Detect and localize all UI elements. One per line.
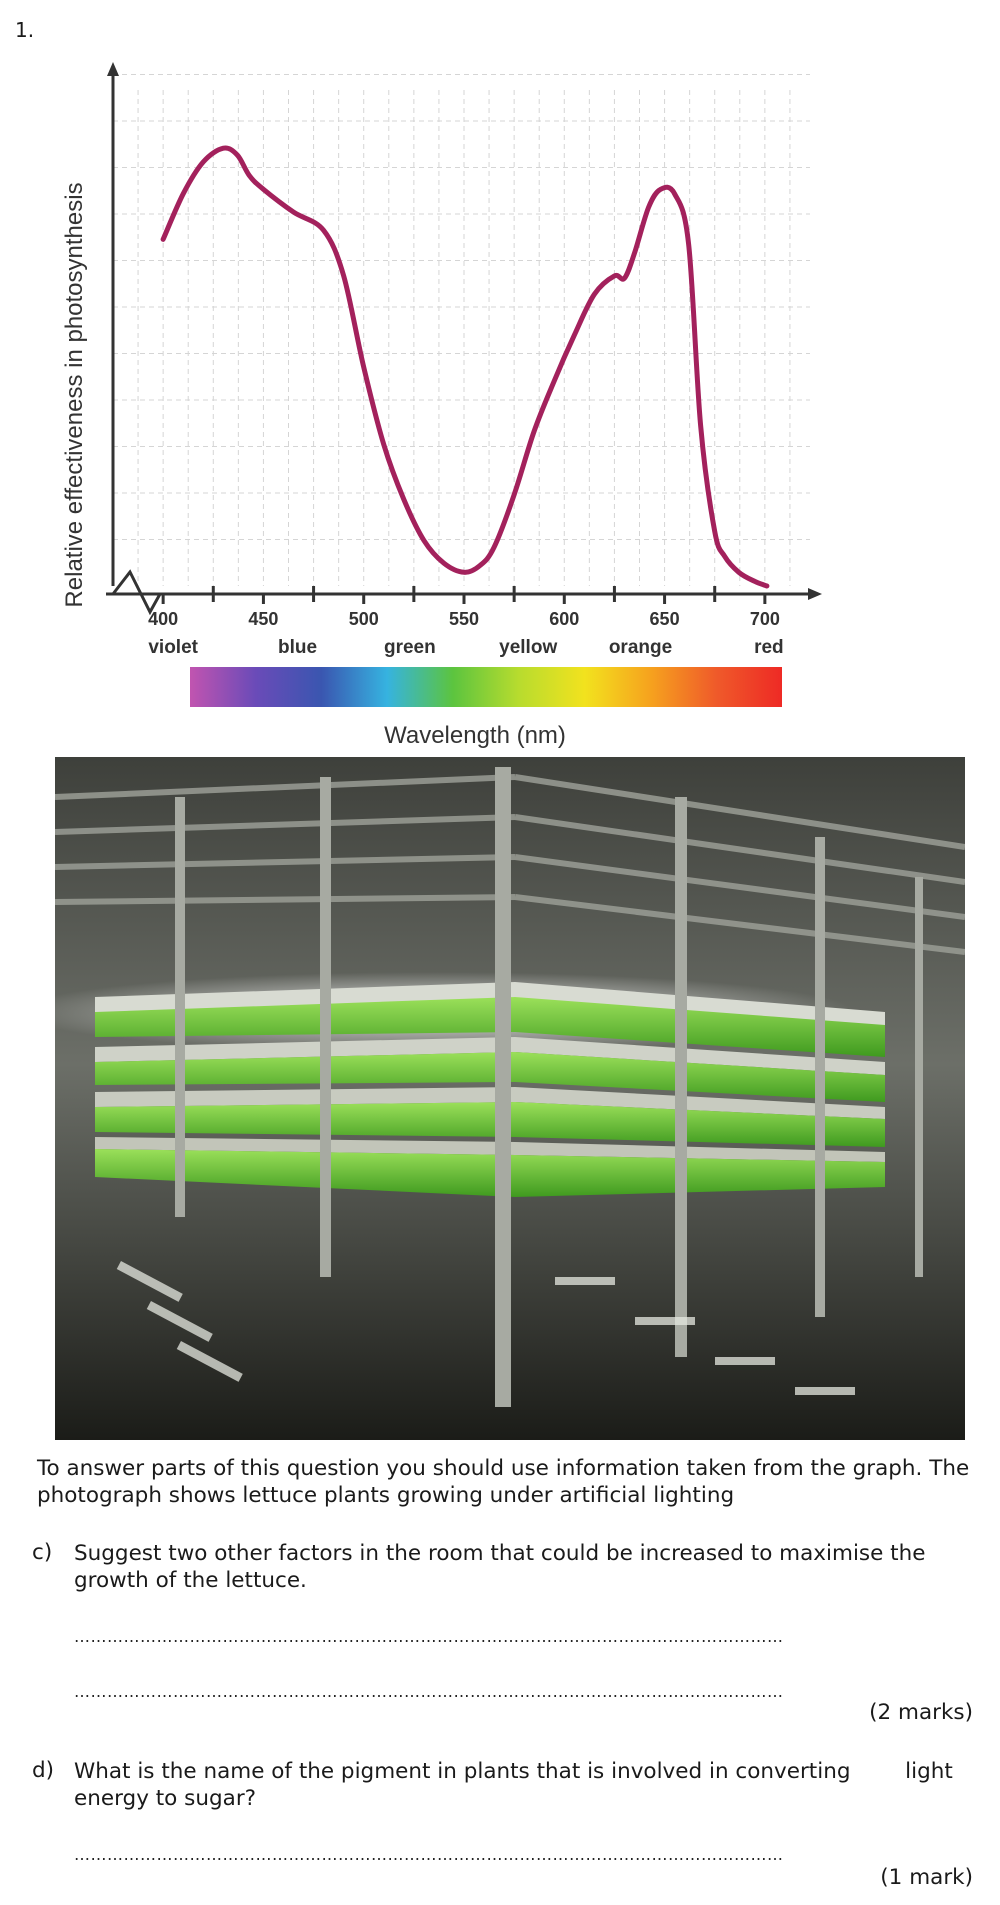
x-axis-label: Wavelength (nm) [384, 722, 566, 749]
chart-curve [160, 145, 770, 589]
question-c-marks: (2 marks) [869, 1700, 973, 1725]
question-d-marks: (1 mark) [880, 1865, 973, 1890]
color-name-label: orange [609, 637, 672, 658]
x-tick-label: 500 [349, 609, 379, 629]
x-tick-label: 550 [449, 609, 479, 629]
question-d-text: What is the name of the pigment in plant… [74, 1759, 960, 1811]
x-tick-label: 450 [248, 609, 278, 629]
chart-labels: violet blue green yellow orange red [148, 637, 784, 707]
chart-grid [113, 74, 810, 586]
question-number: 1. [15, 18, 35, 42]
spectrum-bar [190, 667, 782, 707]
axis-break-icon [111, 569, 162, 616]
color-name-label: green [384, 637, 436, 658]
question-d-label: d) [32, 1758, 55, 1783]
x-tick-label: 600 [549, 609, 579, 629]
x-tick-label: 700 [750, 609, 780, 629]
chart-axes: 400 450 500 550 600 650 700 [106, 62, 822, 629]
answer-line-c1[interactable]: …………………………………………………………………………………………………………… [74, 1627, 782, 1646]
intro-text: To answer parts of this question you sho… [37, 1456, 970, 1508]
color-name-label: violet [148, 637, 198, 658]
answer-line-d[interactable]: …………………………………………………………………………………………………………… [74, 1845, 782, 1864]
photosynthesis-action-spectrum-chart: 400 450 500 550 600 650 700 violet blue green yel… [61, 62, 822, 749]
color-name-label: blue [278, 637, 317, 658]
x-axis-arrow-icon [808, 588, 822, 600]
y-axis-label: Relative effectiveness in photosynthesis [61, 182, 88, 607]
x-tick-label: 650 [650, 609, 680, 629]
answer-line-c2[interactable]: …………………………………………………………………………………………………………… [74, 1682, 782, 1701]
effectiveness-curve [160, 145, 770, 589]
question-c-label: c) [32, 1540, 53, 1565]
question-c-text: Suggest two other factors in the room th… [74, 1541, 926, 1593]
x-tick-label: 400 [148, 609, 178, 629]
lettuce-farm-illustration [55, 757, 965, 1440]
color-name-label: red [754, 637, 784, 658]
lettuce-farm-photo [55, 757, 965, 1440]
color-name-label: yellow [499, 637, 557, 658]
y-axis-arrow-icon [107, 62, 119, 76]
